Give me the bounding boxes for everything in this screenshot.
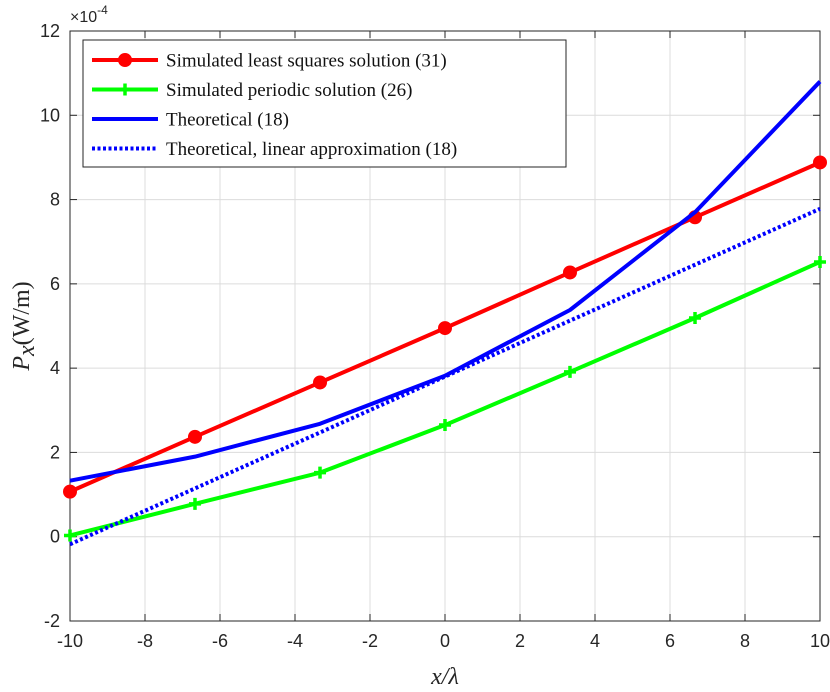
x-tick-label: 4: [590, 631, 600, 651]
legend-marker-simulated-periodic-solution-26: [119, 83, 131, 96]
legend-label-theoretical-18: Theoretical (18): [166, 110, 289, 131]
data-point-simulated-least-squares-solution-31: [63, 484, 77, 499]
y-tick-label: 8: [50, 190, 60, 210]
data-point-simulated-periodic-solution-26: [64, 529, 76, 542]
x-tick-label: -10: [57, 631, 83, 651]
series-simulated-least-squares-solution-31: [63, 155, 827, 499]
x-tick-label: -6: [212, 631, 228, 651]
y-tick-label: -2: [44, 611, 60, 631]
y-tick-label: 0: [50, 527, 60, 547]
legend-box: [82, 39, 567, 168]
legend-label-simulated-least-squares-solution-31: Simulated least squares solution (31): [166, 51, 447, 72]
y-axis-label: Px(W/m): [9, 281, 40, 371]
y-tick-label: 6: [50, 274, 60, 294]
data-point-simulated-least-squares-solution-31: [313, 375, 328, 390]
y-axis-label-var: P: [9, 356, 35, 372]
y-tick-label: 12: [40, 21, 60, 41]
y-axis-label-sub: x: [14, 345, 40, 357]
x-tick-label: -4: [287, 631, 303, 651]
series-group: [63, 80, 827, 547]
y-multiplier-label: ×10-4: [70, 3, 108, 26]
series-line-theoretical-18: [69, 80, 822, 483]
x-tick-label: 6: [665, 631, 675, 651]
legend-marker-simulated-least-squares-solution-31: [118, 53, 132, 67]
series-theoretical-18: [69, 80, 822, 483]
series-theoretical-linear-approximation-18: [69, 207, 821, 547]
data-point-simulated-periodic-solution-26: [188, 497, 201, 510]
x-tick-label: 10: [810, 631, 830, 651]
legend-label-simulated-periodic-solution-26: Simulated periodic solution (26): [166, 80, 412, 101]
data-point-simulated-least-squares-solution-31: [438, 321, 452, 336]
y-multiplier-exponent: -4: [97, 3, 108, 17]
data-point-simulated-periodic-solution-26: [563, 365, 576, 378]
data-point-simulated-least-squares-solution-31: [187, 429, 202, 444]
y-tick-label: 4: [50, 358, 60, 378]
axis-ticks: -10 -8 -6 -4 -2 0 2 4 6 8 10 -2 0 2 4 6 8 10 12: [40, 21, 830, 651]
y-tick-label: 2: [50, 442, 60, 462]
x-axis-label: x/λ: [430, 664, 459, 690]
x-tick-label: -2: [362, 631, 378, 651]
y-tick-label: 10: [40, 105, 60, 125]
data-point-simulated-periodic-solution-26: [814, 255, 826, 268]
x-tick-label: 2: [515, 631, 525, 651]
y-multiplier-base: ×10: [70, 9, 97, 26]
data-point-simulated-periodic-solution-26: [314, 466, 327, 479]
series-simulated-periodic-solution-26: [64, 255, 826, 542]
x-tick-label: 0: [440, 631, 450, 651]
y-axis-label-group: Px(W/m): [9, 281, 40, 371]
data-point-simulated-periodic-solution-26: [439, 419, 451, 432]
data-point-simulated-periodic-solution-26: [689, 311, 702, 324]
x-tick-label: -8: [137, 631, 153, 651]
legend-label-theoretical-linear-approximation-18: Theoretical, linear approximation (18): [166, 139, 457, 160]
series-line-theoretical-linear-approximation-18: [69, 207, 821, 547]
y-axis-label-unit: (W/m): [9, 281, 35, 345]
data-point-simulated-least-squares-solution-31: [562, 265, 577, 280]
legend-items: Simulated least squares solution (31) Sim…: [92, 51, 457, 160]
legend: Simulated least squares solution (31) Sim…: [82, 39, 567, 168]
data-point-simulated-least-squares-solution-31: [813, 155, 827, 170]
x-tick-label: 8: [740, 631, 750, 651]
